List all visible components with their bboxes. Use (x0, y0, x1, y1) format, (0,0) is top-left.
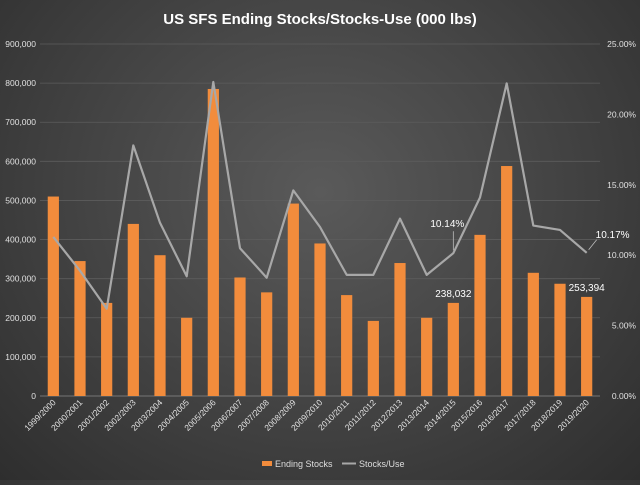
right-tick-label: 15.00% (607, 180, 636, 190)
bar-series (47, 88, 593, 396)
right-axis: 0.00% 5.00% 10.00% 15.00% 20.00% 25.00% (607, 39, 636, 401)
left-tick-label: 500,000 (5, 195, 36, 205)
bar-ending-stocks (501, 166, 513, 396)
bar-ending-stocks (367, 320, 379, 396)
line-stocks-use (52, 80, 588, 310)
annotations: 238,032 253,394 10.14% 10.17% (430, 219, 629, 300)
bar-ending-stocks (207, 88, 219, 396)
bar-ending-stocks (47, 196, 59, 396)
left-tick-label: 200,000 (5, 313, 36, 323)
data-label-ending-stocks: 238,032 (435, 289, 472, 300)
bar-ending-stocks (421, 317, 433, 396)
chart-title: US SFS Ending Stocks/Stocks-Use (000 lbs… (163, 11, 476, 28)
bar-ending-stocks (474, 234, 486, 396)
bar-ending-stocks (234, 277, 246, 396)
left-tick-label: 800,000 (5, 78, 36, 88)
right-tick-label: 20.00% (607, 109, 636, 119)
left-axis: 0 100,000 200,000 300,000 400,000 500,000 600,… (5, 39, 36, 401)
right-tick-label: 10.00% (607, 250, 636, 260)
line-series (52, 80, 588, 310)
left-tick-label: 900,000 (5, 39, 36, 49)
data-label-stocks-use: 10.14% (430, 219, 464, 230)
right-tick-label: 0.00% (612, 391, 637, 401)
left-tick-label: 0 (31, 391, 36, 401)
bar-ending-stocks (127, 223, 139, 396)
bar-ending-stocks (447, 302, 459, 396)
bar-ending-stocks (101, 302, 113, 396)
left-tick-label: 300,000 (5, 274, 36, 284)
legend: Ending Stocks Stocks/Use (262, 459, 405, 469)
bar-ending-stocks (314, 243, 326, 396)
bar-ending-stocks (287, 203, 299, 396)
bar-ending-stocks (341, 295, 353, 396)
right-tick-label: 5.00% (612, 321, 637, 331)
x-axis: 1999/20002000/20012001/20022002/20032003… (22, 397, 591, 433)
bar-ending-stocks (527, 272, 539, 396)
legend-label-ending-stocks: Ending Stocks (275, 459, 333, 469)
data-label-stocks-use: 10.17% (596, 230, 630, 241)
left-tick-label: 700,000 (5, 117, 36, 127)
data-label-ending-stocks: 253,394 (569, 283, 606, 294)
right-tick-label: 25.00% (607, 39, 636, 49)
bar-ending-stocks (154, 255, 166, 396)
bar-ending-stocks (181, 317, 193, 396)
bar-ending-stocks (394, 263, 406, 396)
left-tick-label: 100,000 (5, 352, 36, 362)
legend-swatch-ending-stocks (262, 461, 272, 466)
legend-label-stocks-use: Stocks/Use (359, 459, 405, 469)
left-tick-label: 400,000 (5, 235, 36, 245)
left-tick-label: 600,000 (5, 156, 36, 166)
annotation-leader (588, 239, 597, 251)
bar-ending-stocks (261, 292, 273, 396)
bar-ending-stocks (74, 261, 86, 396)
bar-ending-stocks (581, 296, 593, 396)
bar-ending-stocks (554, 283, 566, 396)
